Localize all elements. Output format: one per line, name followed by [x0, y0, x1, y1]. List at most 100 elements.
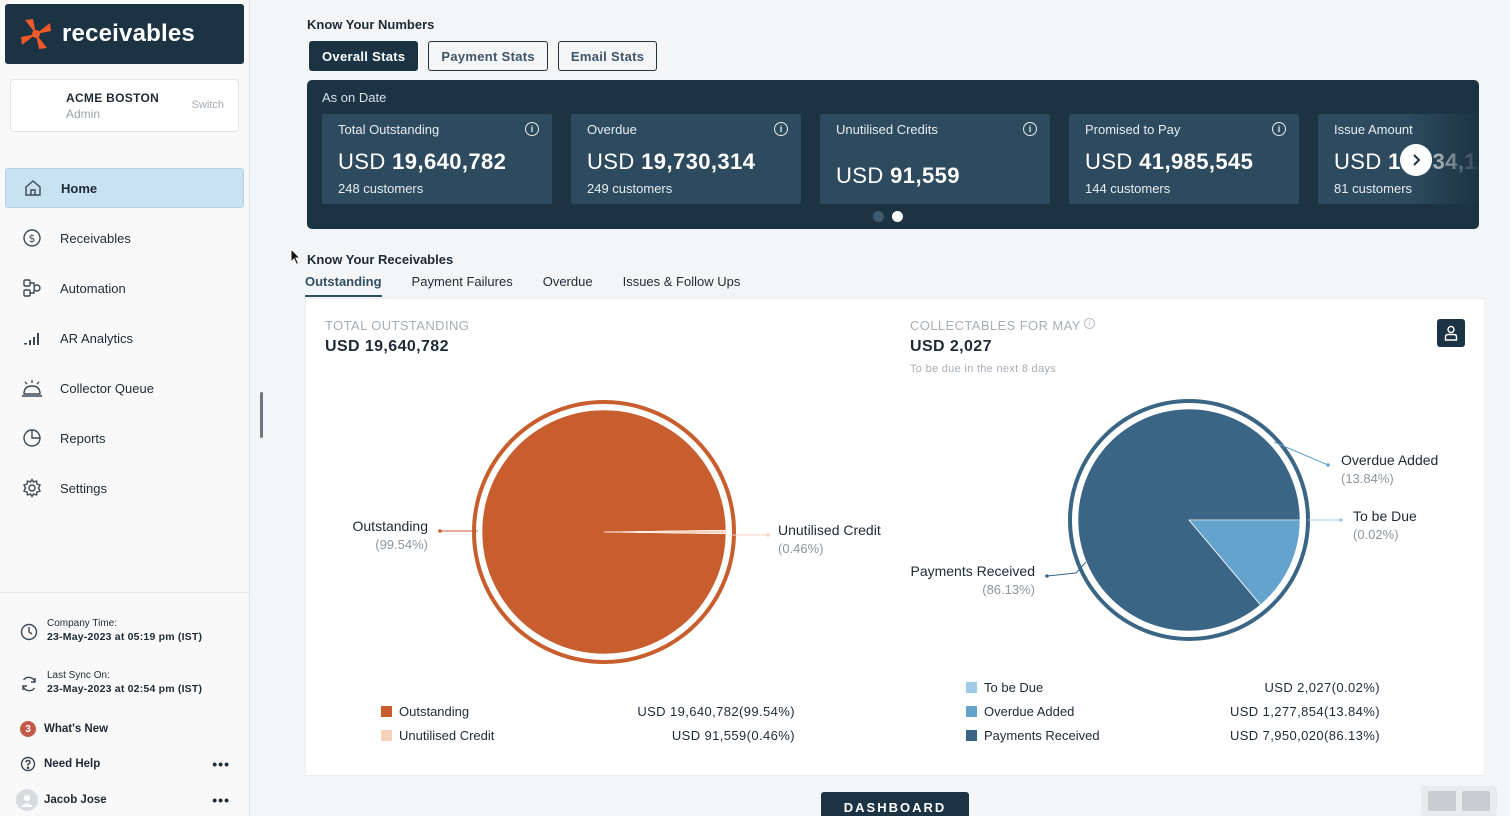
total-outstanding-label: TOTAL OUTSTANDING: [325, 318, 470, 333]
slice-label-outstanding: Outstanding: [353, 518, 429, 534]
collectables-value: USD 2,027: [910, 338, 992, 355]
last-sync-label: Last Sync On:: [47, 670, 110, 681]
card-amount: USD 91,559: [836, 163, 960, 188]
collectables-pie: [1068, 399, 1310, 641]
card-customers: 144 customers: [1085, 181, 1171, 196]
edit-icon[interactable]: [1462, 791, 1490, 811]
info-icon[interactable]: i: [1023, 122, 1037, 136]
legend-item: Payments Received USD 7,950,020(86.13%): [966, 723, 1380, 747]
need-help[interactable]: Need Help •••: [20, 754, 240, 774]
whats-new-label: What's New: [44, 723, 109, 735]
brand-name: receivables: [62, 20, 195, 47]
stats-tabs: Overall Stats Payment Stats Email Stats: [309, 41, 658, 71]
sidebar-item-home[interactable]: Home: [5, 168, 244, 208]
carousel-next-button[interactable]: [1400, 144, 1432, 176]
whats-new[interactable]: 3 What's New: [20, 719, 240, 739]
company-time-label: Company Time:: [47, 618, 118, 629]
company-time-value: 23-May-2023 at 05:19 pm (IST): [47, 631, 203, 643]
stat-card-promised-to-pay[interactable]: Promised to Pay i USD 41,985,545 144 cus…: [1069, 114, 1299, 204]
pause-icon[interactable]: [1428, 791, 1456, 811]
sidebar-item-ar-analytics[interactable]: AR Analytics: [5, 318, 244, 358]
collectables-subtext: To be due in the next 8 days: [910, 363, 1056, 375]
pie-slice-overdue-added[interactable]: [1188, 519, 1301, 606]
tab-outstanding[interactable]: Outstanding: [305, 274, 382, 297]
legend-swatch: [966, 681, 977, 693]
tab-issues-follow-ups[interactable]: Issues & Follow Ups: [622, 274, 741, 289]
stat-card-overdue[interactable]: Overdue i USD 19,730,314 249 customers: [571, 114, 801, 204]
legend-value: USD 19,640,782(99.54%): [637, 703, 795, 719]
collector-filter-button[interactable]: [1437, 319, 1465, 347]
tab-email-stats[interactable]: Email Stats: [557, 41, 658, 71]
tab-overdue[interactable]: Overdue: [542, 274, 593, 289]
mouse-cursor-icon: [290, 247, 302, 271]
sidebar-item-label: Receivables: [60, 230, 131, 246]
dollar-doc-icon: $: [21, 227, 43, 249]
info-icon[interactable]: i: [1272, 122, 1286, 136]
slice-label-to-be-due: To be Due: [1353, 508, 1417, 524]
tab-payment-stats[interactable]: Payment Stats: [428, 41, 548, 71]
slice-label-payments-received: Payments Received: [910, 563, 1035, 579]
slice-pct-payments-received: (86.13%): [982, 582, 1035, 597]
label-leader-line: [1273, 441, 1329, 466]
panel-resize-handle[interactable]: [260, 392, 263, 438]
tab-overall-stats[interactable]: Overall Stats: [309, 41, 419, 71]
pie-icon: [21, 427, 43, 449]
legend-value: USD 7,950,020(86.13%): [1229, 727, 1380, 743]
need-help-more-button[interactable]: •••: [212, 756, 230, 772]
info-icon[interactable]: i: [1084, 318, 1095, 329]
tab-payment-failures[interactable]: Payment Failures: [411, 274, 513, 289]
card-customers: 81 customers: [1334, 181, 1413, 196]
switch-org-link[interactable]: Switch: [191, 99, 224, 111]
user-profile[interactable]: Jacob Jose •••: [16, 789, 240, 811]
sidebar-item-receivables[interactable]: $ Receivables: [5, 218, 244, 258]
legend-name: Payments Received: [984, 727, 1100, 743]
user-more-button[interactable]: •••: [212, 792, 230, 808]
outstanding-pie: [472, 400, 736, 664]
info-icon[interactable]: i: [525, 122, 539, 136]
stat-card-unutilised-credits[interactable]: Unutilised Credits i USD 91,559: [820, 114, 1050, 204]
clock-icon: [20, 623, 40, 643]
sidebar-item-settings[interactable]: Settings: [5, 468, 244, 508]
sidebar-item-automation[interactable]: Automation: [5, 268, 244, 308]
slice-pct-to-be-due: (0.02%): [1353, 527, 1399, 542]
user-icon: [1444, 325, 1458, 341]
sidebar-item-reports[interactable]: Reports: [5, 418, 244, 458]
help-icon: [20, 756, 36, 772]
stat-card-total-outstanding[interactable]: Total Outstanding i USD 19,640,782 248 c…: [322, 114, 552, 204]
legend-item: To be Due USD 2,027(0.02%): [966, 675, 1380, 699]
brand-mark-icon: [19, 17, 53, 51]
whats-new-badge: 3: [20, 721, 36, 737]
pie-slice-unutilised-credit[interactable]: [603, 529, 727, 535]
org-switcher[interactable]: ACME BOSTON Admin Switch: [10, 79, 239, 132]
legend-item: Overdue Added USD 1,277,854(13.84%): [966, 699, 1380, 723]
pie-slice-to-be-due[interactable]: [1188, 519, 1262, 606]
dashboard-button[interactable]: DASHBOARD: [821, 792, 969, 816]
sidebar-item-collector-queue[interactable]: Collector Queue: [5, 368, 244, 408]
know-your-numbers-title: Know Your Numbers: [307, 17, 435, 32]
carousel-pager: [873, 211, 903, 222]
card-amount: USD 41,985,545: [1085, 149, 1254, 174]
pie-outer-ring: [472, 400, 736, 664]
pager-dot-active[interactable]: [892, 211, 903, 222]
automation-icon: [21, 277, 43, 299]
legend-swatch: [381, 729, 392, 741]
legend-value: USD 91,559(0.46%): [671, 727, 795, 743]
info-icon[interactable]: i: [774, 122, 788, 136]
collectables-label: COLLECTABLES FOR MAY: [910, 318, 1081, 333]
card-amount: USD 19,640,782: [338, 149, 507, 174]
sync-icon[interactable]: [20, 675, 40, 695]
bell-icon: [21, 377, 43, 399]
pager-dot[interactable]: [873, 211, 884, 222]
recording-controls: [1421, 786, 1497, 816]
as-on-date-label: As on Date: [322, 90, 387, 105]
total-outstanding-value: USD 19,640,782: [325, 338, 449, 355]
slice-pct-unutilised-credit: (0.46%): [778, 541, 824, 556]
app-logo[interactable]: receivables: [5, 4, 244, 64]
user-name: Jacob Jose: [44, 794, 107, 806]
sidebar-item-label: Reports: [60, 430, 106, 446]
legend-name: Overdue Added: [984, 703, 1075, 719]
label-leader-dot: [1326, 463, 1330, 467]
card-title: Total Outstanding: [338, 122, 440, 137]
slice-pct-outstanding: (99.54%): [375, 537, 428, 552]
card-customers: 248 customers: [338, 181, 424, 196]
